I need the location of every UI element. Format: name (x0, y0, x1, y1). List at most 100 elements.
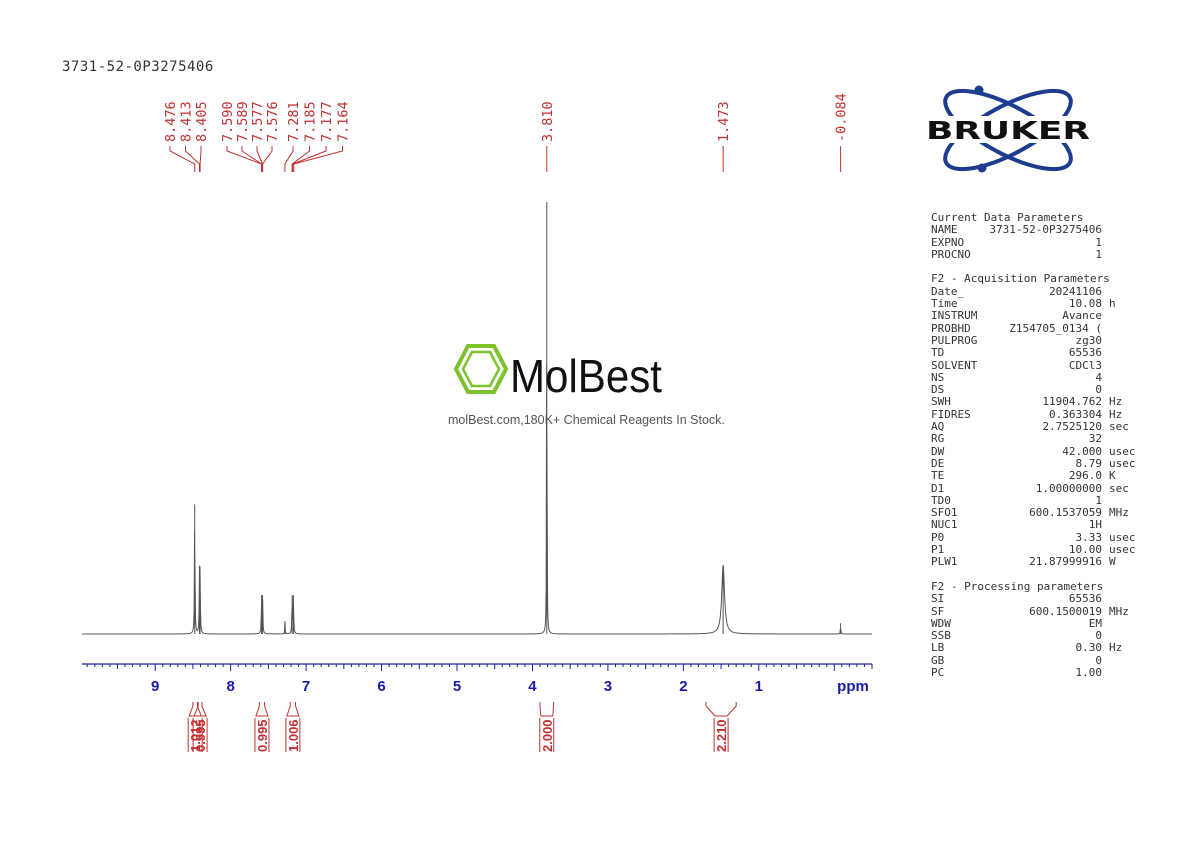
parameter-key: PC (931, 665, 945, 679)
integral-label: 0.995 (255, 719, 270, 752)
x-tick-label: 4 (528, 678, 537, 695)
peak-label: 7.185 (303, 101, 319, 142)
integral-bracket-sides (192, 718, 208, 752)
parameter-unit: usec (1109, 530, 1136, 544)
parameter-value: 10.08 (1068, 297, 1102, 311)
parameter-row: NAME 3731-52-0P3275406 (931, 223, 1139, 237)
x-axis: 9 8 7 6 5 4 3 2 1 ppm (82, 663, 873, 695)
parameter-key: NAME (931, 223, 958, 237)
peak-label: 3.810 (540, 101, 556, 142)
parameter-unit: sec (1109, 481, 1129, 495)
bruker-logo-text: BRUKER (926, 116, 1090, 145)
parameter-value: 3.33 (1075, 530, 1103, 544)
parameter-unit: usec (1109, 444, 1136, 458)
parameter-key: DS (931, 383, 945, 397)
parameter-value: 20241106 (1049, 284, 1102, 298)
parameter-value: 0.363304 (1049, 407, 1102, 421)
peak-leader-line (169, 146, 196, 172)
parameter-row: PULPROG zg30 (931, 333, 1139, 347)
parameter-unit: Hz (1109, 407, 1123, 421)
molbest-watermark: MolBest (453, 344, 662, 402)
x-tick-label: 8 (226, 678, 234, 695)
parameter-value: EM (1088, 616, 1102, 630)
integral-label: 0.995 (193, 719, 208, 752)
parameter-key: LB (931, 641, 945, 655)
parameter-row: P1 10.00 usec (931, 543, 1139, 557)
parameter-row: SWH 11904.762 Hz (931, 395, 1139, 409)
peak-leader-line (226, 146, 263, 172)
integral-bracket-sides (539, 718, 555, 752)
x-tick-label: 5 (453, 678, 461, 695)
parameter-unit: W (1109, 555, 1116, 569)
integral-bracket (705, 702, 737, 717)
peak-label: 7.164 (336, 101, 352, 142)
integral-bracket-sides (187, 718, 203, 752)
parameter-row: PC 1.00 (931, 665, 1139, 679)
parameter-value: 65536 (1068, 346, 1102, 360)
parameter-key: D1 (931, 481, 945, 495)
parameter-value: 1 (1095, 493, 1102, 507)
parameter-row: GB 0 (931, 653, 1139, 667)
parameter-key: PROBHD (931, 321, 971, 335)
parameters-panel: Current Data Parameters NAME 3731-52-0P327… (931, 211, 1139, 692)
parameter-value: 0 (1095, 653, 1102, 667)
parameter-key: SOLVENT (931, 358, 978, 372)
parameter-value: 0.30 (1075, 641, 1103, 655)
parameter-unit: Hz (1109, 641, 1123, 655)
parameter-row: NUC1 1H (931, 519, 1139, 532)
parameter-row: LB 0.30 Hz (931, 641, 1139, 655)
peak-label: 7.590 (220, 101, 236, 142)
peak-leader-line (199, 146, 202, 172)
parameter-value: 1.00000000 (1035, 481, 1102, 495)
parameter-row: P0 3.33 usec (931, 530, 1139, 544)
parameter-value: 8.79 (1075, 456, 1103, 470)
parameter-row: TD0 1 (931, 493, 1139, 507)
parameter-row: PROBHD Z154705_0134 ( (931, 321, 1139, 335)
x-tick-label: 2 (679, 678, 687, 695)
parameter-unit: h (1109, 297, 1116, 311)
peak-label: 7.589 (235, 101, 251, 142)
parameter-key: PULPROG (931, 333, 978, 347)
parameter-key: RG (931, 432, 945, 446)
peak-leader-line (292, 146, 327, 172)
parameter-key: INSTRUM (931, 309, 978, 323)
integral-bracket-sides (254, 718, 270, 752)
benzene-icon (453, 344, 509, 394)
parameter-value: 600.1500019 (1029, 604, 1102, 618)
parameter-value: 296.0 (1068, 469, 1102, 483)
parameter-key: SF (931, 604, 945, 618)
peak-label: -0.084 (834, 93, 850, 142)
parameter-key: TE (931, 469, 945, 483)
parameter-value: 1.00 (1075, 665, 1103, 679)
peak-leader-line (241, 146, 263, 172)
parameter-row: INSTRUM Avance (931, 309, 1139, 323)
parameter-unit: MHz (1109, 604, 1129, 618)
parameter-unit: sec (1109, 420, 1129, 434)
parameter-unit: Hz (1109, 395, 1123, 409)
parameter-value: Avance (1062, 309, 1102, 323)
x-tick-label: 1 (755, 678, 763, 695)
integral-bracket (539, 702, 555, 717)
parameter-value: CDCl3 (1068, 358, 1102, 372)
parameter-section: Current Data Parameters NAME 3731-52-0P327… (931, 211, 1139, 261)
integral-bracket-sides (713, 718, 729, 752)
parameter-key: GB (931, 653, 945, 667)
parameter-value: 42.000 (1062, 444, 1102, 458)
parameter-section: F2 - Processing parameters SI 65536 SF 600.1… (931, 580, 1139, 679)
parameter-row: EXPNO 1 (931, 236, 1139, 249)
parameter-value: 0 (1095, 629, 1102, 643)
parameter-row: D1 1.00000000 sec (931, 481, 1139, 495)
parameter-value: 4 (1095, 370, 1102, 384)
integral-label: 2.000 (540, 719, 555, 752)
parameter-key: TD (931, 346, 945, 360)
parameter-value: Z154705_0134 ( (1009, 321, 1102, 335)
parameter-key: Date_ (931, 284, 965, 298)
parameter-value: 2.7525120 (1042, 420, 1102, 434)
parameter-value: 11904.762 (1042, 395, 1102, 409)
parameter-row: SSB 0 (931, 629, 1139, 643)
peak-label: 7.577 (250, 101, 266, 142)
parameter-value: 10.00 (1068, 543, 1102, 557)
parameter-key: Time (931, 297, 958, 311)
